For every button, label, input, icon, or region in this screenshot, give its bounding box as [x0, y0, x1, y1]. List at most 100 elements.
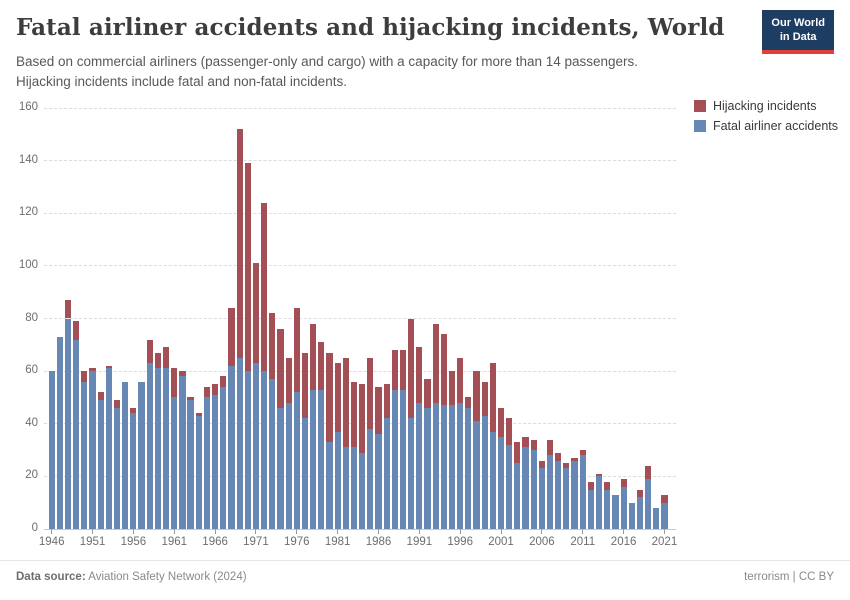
- bar-accidents-1955[interactable]: [122, 381, 129, 529]
- bar-hijackings-1961[interactable]: [171, 368, 178, 398]
- bar-accidents-1972[interactable]: [261, 371, 268, 529]
- bar-hijackings-1958[interactable]: [146, 339, 153, 364]
- bar-accidents-1970[interactable]: [244, 371, 251, 529]
- bar-accidents-1995[interactable]: [448, 405, 456, 529]
- bar-accidents-1996[interactable]: [457, 402, 464, 529]
- bar-accidents-2005[interactable]: [530, 450, 537, 529]
- bar-accidents-1949[interactable]: [73, 339, 80, 529]
- bar-hijackings-1976[interactable]: [293, 307, 300, 393]
- bar-hijackings-1966[interactable]: [212, 384, 219, 395]
- bar-accidents-2000[interactable]: [489, 431, 496, 529]
- bar-accidents-2013[interactable]: [595, 476, 603, 529]
- bar-accidents-2001[interactable]: [497, 436, 505, 529]
- bar-accidents-1959[interactable]: [154, 368, 161, 529]
- bar-accidents-2002[interactable]: [506, 444, 513, 529]
- bar-accidents-1975[interactable]: [285, 402, 292, 529]
- bar-hijackings-1954[interactable]: [113, 400, 121, 408]
- bar-accidents-2011[interactable]: [579, 455, 586, 529]
- bar-hijackings-1992[interactable]: [424, 379, 431, 408]
- bar-accidents-1998[interactable]: [473, 421, 480, 529]
- bar-accidents-1957[interactable]: [138, 381, 145, 529]
- bar-hijackings-1969[interactable]: [236, 129, 243, 358]
- bar-accidents-1971[interactable]: [252, 363, 260, 529]
- bar-accidents-2021[interactable]: [661, 502, 668, 529]
- bar-accidents-1948[interactable]: [64, 318, 72, 529]
- bar-hijackings-1993[interactable]: [432, 323, 439, 403]
- bar-hijackings-2016[interactable]: [620, 479, 627, 487]
- bar-hijackings-2014[interactable]: [604, 481, 611, 490]
- bar-hijackings-1962[interactable]: [179, 371, 186, 377]
- bar-accidents-1956[interactable]: [130, 413, 137, 529]
- bar-accidents-1985[interactable]: [367, 429, 374, 529]
- bar-accidents-2006[interactable]: [538, 468, 545, 529]
- bar-accidents-1987[interactable]: [383, 418, 390, 529]
- bar-accidents-1969[interactable]: [236, 357, 243, 529]
- bar-hijackings-2003[interactable]: [514, 442, 521, 464]
- bar-accidents-2009[interactable]: [563, 468, 570, 529]
- bar-accidents-1992[interactable]: [424, 407, 431, 529]
- bar-hijackings-1968[interactable]: [228, 307, 235, 366]
- bar-accidents-1978[interactable]: [310, 389, 317, 529]
- bar-accidents-1988[interactable]: [391, 389, 398, 529]
- bar-accidents-1997[interactable]: [465, 407, 472, 529]
- bar-hijackings-2000[interactable]: [489, 363, 496, 432]
- bar-accidents-2017[interactable]: [628, 502, 635, 529]
- owid-logo[interactable]: Our World in Data: [762, 10, 834, 54]
- bar-accidents-1964[interactable]: [195, 415, 202, 529]
- bar-accidents-1990[interactable]: [408, 418, 415, 529]
- bar-hijackings-1980[interactable]: [326, 352, 333, 443]
- bar-hijackings-1952[interactable]: [97, 392, 104, 401]
- bar-accidents-2012[interactable]: [587, 489, 594, 529]
- bar-accidents-2014[interactable]: [604, 489, 611, 529]
- bar-accidents-1974[interactable]: [277, 407, 284, 529]
- bar-accidents-1983[interactable]: [350, 447, 358, 529]
- bar-hijackings-2018[interactable]: [636, 489, 644, 498]
- bar-accidents-1979[interactable]: [318, 389, 325, 529]
- bar-hijackings-1972[interactable]: [261, 202, 268, 372]
- bar-hijackings-1970[interactable]: [244, 163, 251, 372]
- bar-accidents-1951[interactable]: [89, 371, 96, 529]
- bar-accidents-1967[interactable]: [220, 386, 227, 529]
- bar-hijackings-1977[interactable]: [301, 352, 309, 419]
- bar-hijackings-1965[interactable]: [203, 386, 211, 398]
- bar-hijackings-2013[interactable]: [595, 473, 603, 477]
- bar-accidents-1989[interactable]: [399, 389, 407, 529]
- bar-accidents-2019[interactable]: [645, 479, 652, 529]
- bar-hijackings-1978[interactable]: [310, 323, 317, 390]
- bar-hijackings-1973[interactable]: [269, 313, 276, 380]
- bar-accidents-1958[interactable]: [146, 363, 153, 529]
- legend-item-hijacking[interactable]: Hijacking incidents: [693, 99, 838, 113]
- bar-hijackings-1967[interactable]: [220, 376, 227, 387]
- bar-hijackings-1986[interactable]: [375, 386, 382, 435]
- bar-hijackings-2011[interactable]: [579, 450, 586, 456]
- legend-item-accidents[interactable]: Fatal airliner accidents: [693, 119, 838, 133]
- bar-hijackings-1979[interactable]: [318, 342, 325, 390]
- bar-accidents-1984[interactable]: [359, 452, 366, 529]
- bar-hijackings-1948[interactable]: [64, 300, 72, 319]
- bar-hijackings-1999[interactable]: [481, 381, 488, 416]
- bar-hijackings-2002[interactable]: [506, 418, 513, 445]
- bar-hijackings-1997[interactable]: [465, 397, 472, 408]
- bar-hijackings-2010[interactable]: [571, 457, 578, 461]
- bar-accidents-1954[interactable]: [113, 407, 121, 529]
- bar-hijackings-1981[interactable]: [334, 363, 341, 432]
- bar-hijackings-1989[interactable]: [399, 350, 407, 390]
- bar-accidents-1962[interactable]: [179, 376, 186, 529]
- bar-hijackings-2001[interactable]: [497, 407, 505, 437]
- bar-hijackings-1959[interactable]: [154, 352, 161, 369]
- bar-hijackings-2004[interactable]: [522, 436, 529, 448]
- bar-hijackings-1987[interactable]: [383, 384, 390, 419]
- bar-hijackings-2006[interactable]: [538, 460, 545, 469]
- bar-accidents-1961[interactable]: [171, 397, 178, 529]
- bar-accidents-2008[interactable]: [555, 460, 562, 529]
- bar-hijackings-2005[interactable]: [530, 439, 537, 451]
- bar-accidents-2016[interactable]: [620, 486, 627, 529]
- bar-accidents-1981[interactable]: [334, 431, 341, 529]
- bar-accidents-2007[interactable]: [546, 455, 554, 529]
- bar-hijackings-1982[interactable]: [342, 357, 349, 448]
- bar-accidents-1960[interactable]: [162, 368, 170, 529]
- bar-accidents-1999[interactable]: [481, 415, 488, 529]
- bar-accidents-1993[interactable]: [432, 402, 439, 529]
- bar-accidents-2004[interactable]: [522, 447, 529, 529]
- bar-accidents-1947[interactable]: [56, 336, 63, 529]
